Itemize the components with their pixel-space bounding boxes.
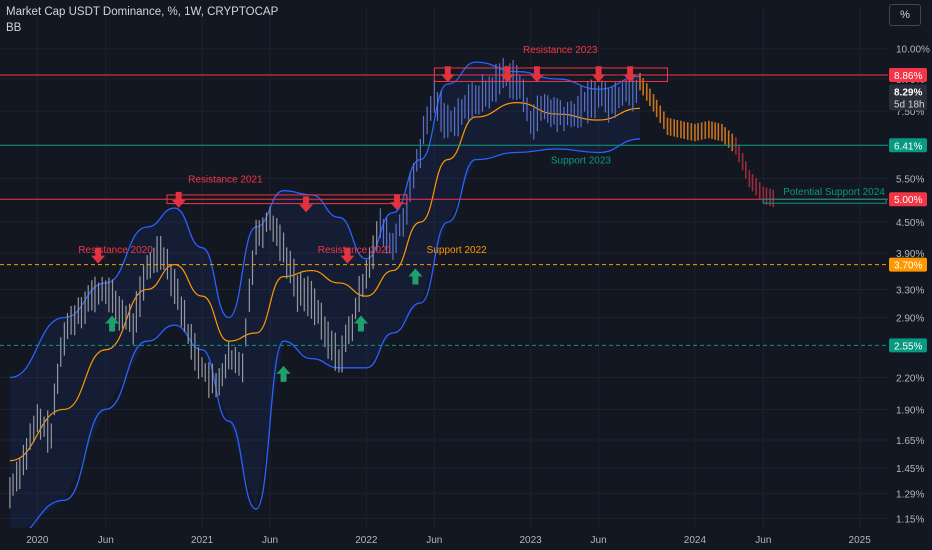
- grid-lines: [0, 8, 888, 528]
- annotation-label: Support 2022: [427, 245, 487, 256]
- y-tick-label: 7.50%: [896, 107, 924, 118]
- down-arrow-icon: [500, 66, 515, 83]
- bollinger-bands: [9, 61, 641, 539]
- y-tick-label: 3.90%: [896, 249, 924, 260]
- x-tick-label: Jun: [591, 535, 607, 546]
- price-label: 2.55%: [894, 341, 922, 352]
- annotation-label: Resistance 2020: [78, 245, 153, 256]
- y-tick-label: 10.00%: [896, 45, 930, 56]
- x-tick-label: 2023: [520, 535, 543, 546]
- x-tick-label: Jun: [262, 535, 278, 546]
- chart-title: Market Cap USDT Dominance, %, 1W, CRYPTO…: [6, 6, 279, 18]
- down-arrow-icon: [529, 66, 544, 83]
- price-label: 5.00%: [894, 195, 922, 206]
- price-label: 6.41%: [894, 141, 922, 152]
- countdown-label: 5d 18h: [894, 99, 925, 110]
- up-arrow-icon: [408, 268, 423, 285]
- down-arrow-icon: [389, 194, 404, 211]
- y-tick-label: 2.20%: [896, 373, 924, 384]
- indicator-label[interactable]: BB: [6, 22, 22, 34]
- x-tick-label: 2024: [684, 535, 707, 546]
- time-axis: 2020 Jun 2021 Jun 2022 Jun 2023 Jun 2024 Jun 2025: [0, 528, 932, 550]
- x-tick-label: Jun: [426, 535, 442, 546]
- price-axis: 10.00%8.70%7.50%6.41%5.50%4.50%3.90%3.30…: [888, 0, 932, 550]
- price-label: 8.86%: [894, 71, 922, 82]
- annotation-label: Resistance 2021: [188, 174, 263, 185]
- price-series: [9, 57, 775, 509]
- bb-upper-line: [9, 61, 641, 379]
- down-arrow-icon: [591, 66, 606, 83]
- up-arrow-icon: [105, 315, 120, 332]
- zone-box: [166, 194, 408, 205]
- bb-lower-line: [9, 138, 641, 539]
- down-arrow-icon: [91, 247, 106, 264]
- zone-box: [433, 67, 668, 82]
- price-label-box: [889, 257, 927, 272]
- down-arrow-icon: [623, 66, 638, 83]
- y-tick-label: 1.15%: [896, 514, 924, 525]
- annotation-label: Resistance 2023: [523, 45, 598, 56]
- price-label-box: [889, 338, 927, 353]
- price-label-box: [889, 192, 927, 207]
- price-label-box: [889, 138, 927, 153]
- percent-scale-button[interactable]: %: [889, 4, 921, 26]
- x-tick-label: 2021: [191, 535, 214, 546]
- x-tick-label: 2020: [26, 535, 49, 546]
- x-tick-label: 2022: [355, 535, 378, 546]
- x-tick-label: Jun: [98, 535, 114, 546]
- x-tick-label: 2025: [849, 535, 872, 546]
- y-tick-label: 4.50%: [896, 218, 924, 229]
- down-arrow-icon: [299, 196, 314, 213]
- current-price-label: 8.29%: [894, 87, 922, 98]
- y-tick-label: 2.90%: [896, 313, 924, 324]
- down-arrow-icon: [340, 247, 355, 264]
- current-price-box: [889, 84, 927, 111]
- time-axis-bg: [0, 528, 932, 550]
- down-arrow-icon: [171, 191, 186, 208]
- up-arrow-icon: [353, 315, 368, 332]
- zone-boxes: [166, 67, 887, 205]
- y-tick-label: 1.90%: [896, 405, 924, 416]
- price-label-box: [889, 67, 927, 82]
- y-tick-label: 1.65%: [896, 436, 924, 447]
- up-arrow-icon: [276, 365, 291, 382]
- annotation-label: Support 2023: [551, 155, 611, 166]
- bb-fill: [9, 62, 641, 539]
- x-tick-label: Jun: [755, 535, 771, 546]
- annotation-label: Resistance 2021: [318, 245, 393, 256]
- down-arrow-icon: [440, 66, 455, 83]
- signal-arrows: [91, 66, 638, 382]
- y-tick-label: 1.45%: [896, 464, 924, 475]
- y-tick-label: 3.30%: [896, 285, 924, 296]
- annotation-labels: Resistance 2020 Resistance 2021 Resistance…: [78, 45, 885, 256]
- price-label: 3.70%: [894, 261, 922, 272]
- annotation-label: Potential Support 2024: [783, 187, 885, 198]
- y-tick-label: 5.50%: [896, 175, 924, 186]
- zone-box: [762, 198, 887, 204]
- bb-basis-line: [9, 102, 641, 462]
- y-tick-label: 1.29%: [896, 489, 924, 500]
